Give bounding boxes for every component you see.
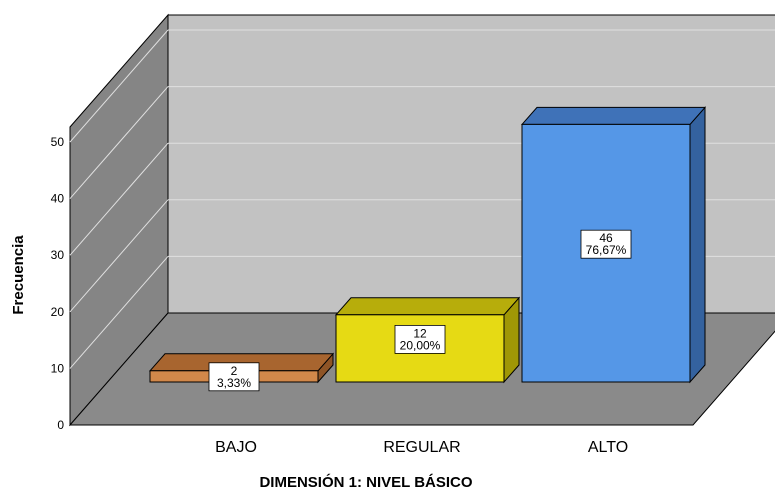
- data-label-box: [580, 229, 632, 259]
- y-tick-label: 40: [51, 192, 65, 206]
- y-tick-label: 20: [51, 305, 65, 319]
- bar-top: [520, 106, 707, 125]
- y-axis-title: Frecuencia: [10, 235, 27, 315]
- data-label-count: 46: [599, 231, 613, 245]
- bar-side: [689, 106, 706, 384]
- bar-top: [334, 297, 521, 316]
- x-tick-label: ALTO: [588, 439, 628, 456]
- x-tick-label: REGULAR: [383, 439, 460, 456]
- x-axis-title: DIMENSIÓN 1: NIVEL BÁSICO: [259, 473, 472, 491]
- data-label-count: 12: [413, 326, 427, 340]
- data-label-box: [208, 362, 260, 392]
- gridline-side: [69, 199, 169, 313]
- x-axis-ticks: BAJO REGULAR ALTO: [215, 439, 628, 456]
- gridline-side: [69, 86, 169, 199]
- gridline-side: [69, 142, 169, 256]
- bar-bajo: 23,33%: [148, 352, 335, 392]
- y-tick-label: 0: [57, 418, 64, 432]
- data-label-count: 2: [231, 364, 238, 378]
- data-label-percent: 3,33%: [217, 376, 251, 390]
- data-label-percent: 20,00%: [400, 338, 441, 352]
- y-axis-ticks: 0 10 20 30 40 50: [51, 135, 65, 432]
- y-tick-label: 50: [51, 135, 65, 149]
- y-tick-label: 30: [51, 248, 65, 262]
- y-tick-label: 10: [51, 361, 65, 375]
- data-label: 23,33%: [208, 362, 260, 392]
- x-tick-label: BAJO: [215, 439, 257, 456]
- gridline-side: [69, 29, 169, 143]
- data-label-percent: 76,67%: [586, 243, 627, 257]
- data-label-box: [394, 324, 446, 354]
- gridline-side: [69, 256, 169, 369]
